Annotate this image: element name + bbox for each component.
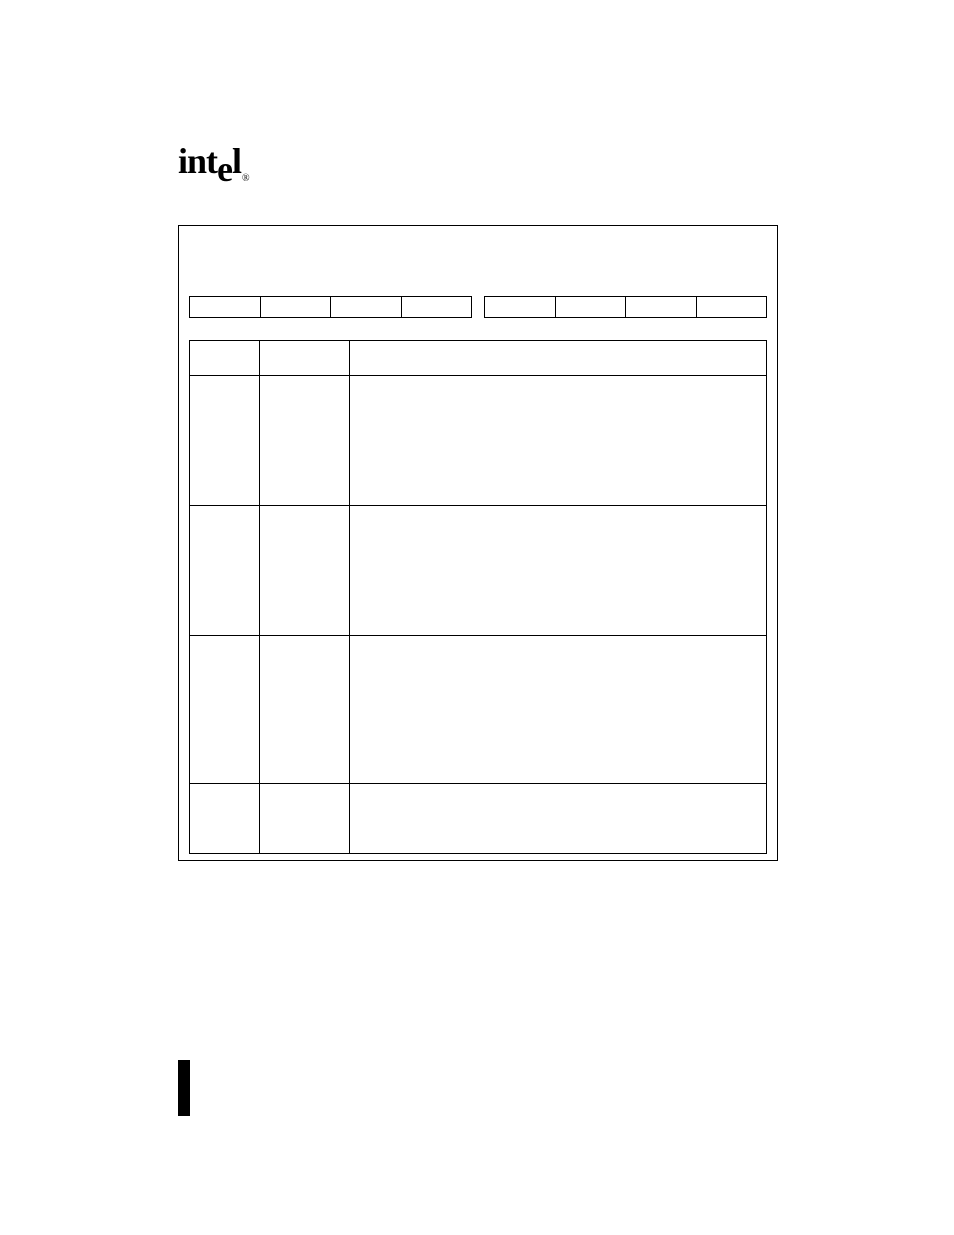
table-row: [190, 783, 766, 853]
hdr-col-3: [350, 341, 766, 375]
cell-bit: [190, 506, 260, 635]
bit-cell: [697, 297, 767, 317]
logo-reg: ®: [242, 173, 249, 184]
cell-mnemonic: [260, 636, 350, 783]
bit-cell: [261, 297, 332, 317]
hdr-col-2: [260, 341, 350, 375]
logo-text-1: int: [178, 141, 217, 181]
cell-desc: [350, 784, 766, 853]
table-row: [190, 505, 766, 635]
cell-mnemonic: [260, 376, 350, 505]
bit-group-low: [484, 296, 767, 318]
cell-mnemonic: [260, 506, 350, 635]
cell-desc: [350, 506, 766, 635]
bit-cell: [331, 297, 402, 317]
register-box: [178, 225, 778, 861]
cell-mnemonic: [260, 784, 350, 853]
field-table: [189, 340, 767, 854]
cell-bit: [190, 376, 260, 505]
bit-row: [189, 296, 767, 318]
logo-text-3: l: [232, 141, 241, 181]
hdr-col-1: [190, 341, 260, 375]
intel-logo: intel®: [178, 140, 249, 184]
table-row: [190, 375, 766, 505]
table-header-row: [190, 341, 766, 375]
logo-text-2: e: [217, 148, 232, 190]
cell-bit: [190, 636, 260, 783]
cell-desc: [350, 636, 766, 783]
bit-cell: [626, 297, 697, 317]
table-row: [190, 635, 766, 783]
bit-cell: [556, 297, 627, 317]
bit-group-high: [189, 296, 472, 318]
bit-cell: [190, 297, 261, 317]
bit-cell: [485, 297, 556, 317]
cell-bit: [190, 784, 260, 853]
bit-cell: [402, 297, 472, 317]
cell-desc: [350, 376, 766, 505]
revision-bar: [178, 1060, 190, 1116]
